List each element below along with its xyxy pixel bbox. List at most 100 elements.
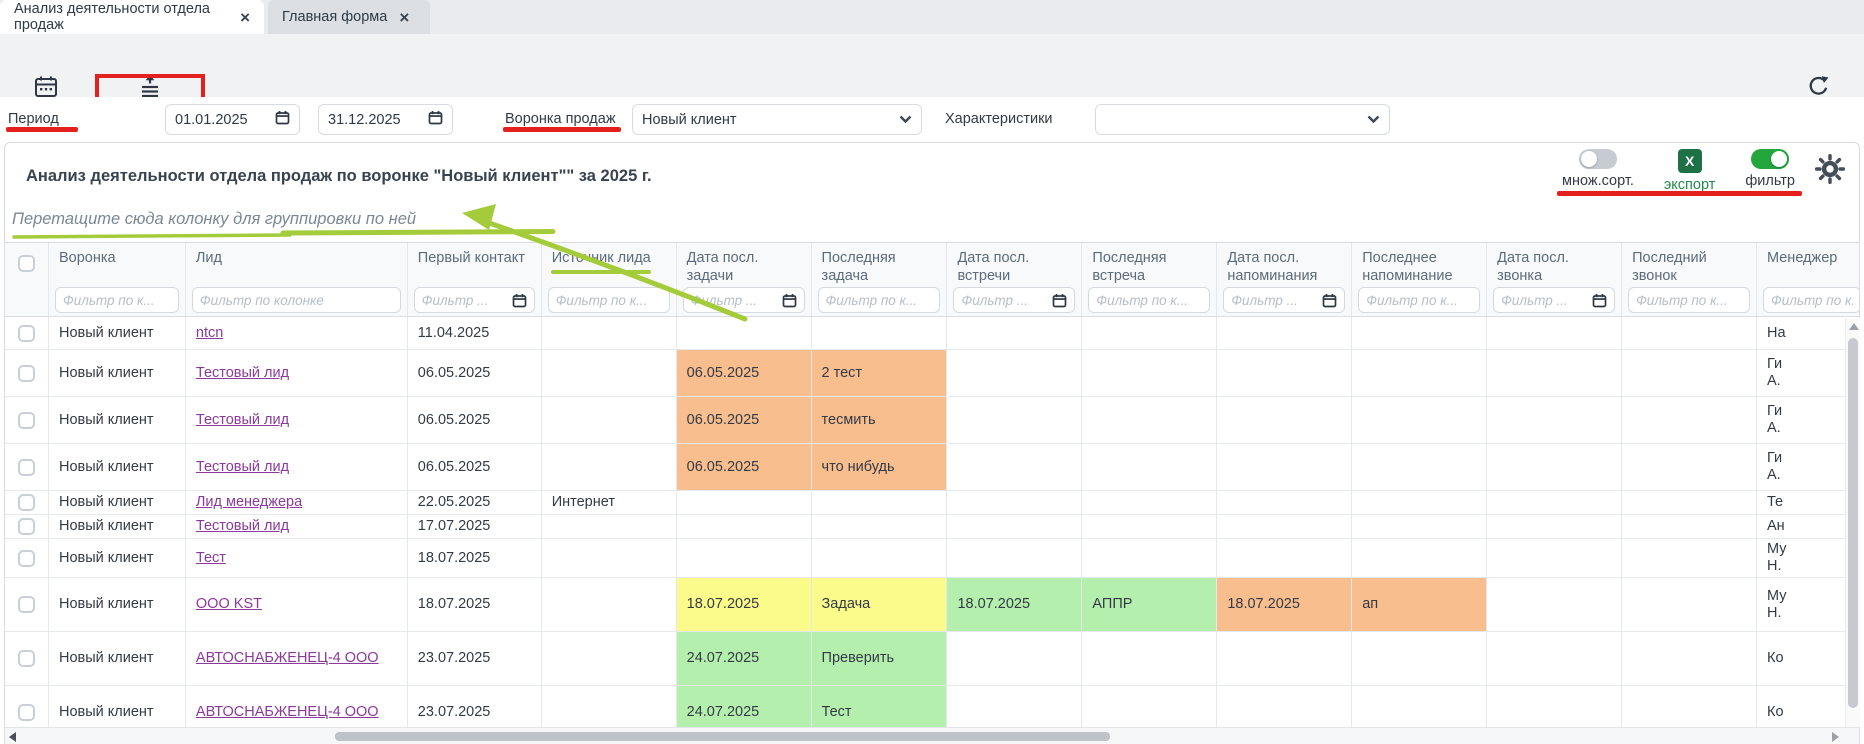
column-header-task[interactable]: Последняя задача <box>812 243 948 284</box>
column-header-meet[interactable]: Последняя встреча <box>1082 243 1218 284</box>
row-checkbox[interactable] <box>17 704 35 721</box>
horizontal-scrollbar[interactable] <box>5 727 1859 744</box>
select-all-checkbox[interactable] <box>17 255 35 272</box>
date-to-value: 31.12.2025 <box>328 111 401 128</box>
cell-value-task: тесмить <box>821 411 876 428</box>
filter-input-manager[interactable]: Фильтр по к... <box>1763 287 1859 313</box>
filter-input-first_contact[interactable]: Фильтр ... <box>413 287 535 313</box>
tab-main-form[interactable]: Главная форма × <box>268 0 430 34</box>
column-header-task_date[interactable]: Дата посл. задачи <box>677 243 812 284</box>
scroll-up-icon[interactable] <box>1849 323 1859 330</box>
filter-input-call[interactable]: Фильтр по к... <box>1628 287 1750 313</box>
tab-sales-analysis[interactable]: Анализ деятельности отдела продаж × <box>0 0 264 34</box>
lead-link[interactable]: Тестовый лид <box>195 518 290 534</box>
filter-input-source[interactable]: Фильтр по к... <box>547 287 670 313</box>
cell-value-funnel: Новый клиент <box>58 494 154 510</box>
gear-icon[interactable] <box>1814 153 1846 190</box>
toggle-on-icon[interactable] <box>1751 149 1790 169</box>
lead-link[interactable]: Тестовый лид <box>195 458 290 475</box>
row-checkbox[interactable] <box>17 364 35 382</box>
cell-value-manager: Ан <box>1767 518 1785 534</box>
refresh-icon <box>1806 74 1831 99</box>
filter-input-meet[interactable]: Фильтр по к... <box>1088 287 1211 313</box>
column-header-funnel[interactable]: Воронка <box>49 243 186 284</box>
filter-input-remind_date[interactable]: Фильтр ... <box>1223 287 1346 313</box>
calendar-icon[interactable] <box>275 110 290 129</box>
row-checkbox[interactable] <box>17 596 35 613</box>
tab-bar: Анализ деятельности отдела продаж × Глав… <box>0 0 1864 34</box>
filter-input-remind[interactable]: Фильтр по к... <box>1358 287 1481 313</box>
filter-toggle-label: фильтр <box>1745 173 1795 189</box>
column-header-label: Дата посл. напоминания <box>1227 250 1318 284</box>
column-header-source[interactable]: Источник лида <box>542 243 677 284</box>
cell-value-funnel: Новый клиент <box>58 518 154 534</box>
scroll-right-icon[interactable] <box>1832 732 1839 742</box>
date-from-value: 01.01.2025 <box>175 111 248 128</box>
row-checkbox[interactable] <box>17 650 35 667</box>
column-header-meet_date[interactable]: Дата посл. встречи <box>947 243 1083 284</box>
column-header-first_contact[interactable]: Первый контакт <box>408 243 542 284</box>
export-button[interactable]: X экспорт <box>1664 149 1715 193</box>
horizontal-scrollbar-thumb[interactable] <box>335 732 1110 741</box>
column-header-remind_date[interactable]: Дата посл. напоминания <box>1217 243 1353 284</box>
row-checkbox[interactable] <box>17 458 35 476</box>
row-checkbox[interactable] <box>17 411 35 429</box>
filter-input-call_date[interactable]: Фильтр ... <box>1493 287 1616 313</box>
lead-link[interactable]: АВТОСНАБЖЕНЕЦ-4 ООО <box>195 704 379 720</box>
close-icon[interactable]: × <box>399 7 410 27</box>
column-header-call_date[interactable]: Дата посл. звонка <box>1487 243 1623 284</box>
filter-toggle[interactable]: фильтр <box>1745 149 1795 189</box>
group-by-dropzone[interactable]: Перетащите сюда колонку для группировки … <box>12 210 416 229</box>
table-row: Новый клиент Тестовый лид 06.05.2025 06.05.… <box>5 444 1859 491</box>
filter-input-meet_date[interactable]: Фильтр ... <box>953 287 1076 313</box>
toggle-off-icon[interactable] <box>1578 149 1617 169</box>
vertical-scrollbar[interactable] <box>1845 318 1860 727</box>
lead-link[interactable]: Тест <box>195 549 226 566</box>
lead-link[interactable]: Тестовый лид <box>195 411 290 428</box>
calendar-icon[interactable] <box>428 110 443 129</box>
cell-value-first_contact: 17.07.2025 <box>417 518 491 534</box>
date-from-input[interactable]: 01.01.2025 <box>165 104 300 135</box>
toolbar: Период Сформировать <box>0 34 1864 131</box>
column-header-call[interactable]: Последний звонок <box>1622 243 1757 284</box>
table-row: Новый клиент ntcn 11.04.2025 На <box>5 317 1859 350</box>
scroll-left-icon[interactable] <box>9 732 16 742</box>
vertical-scrollbar-thumb[interactable] <box>1848 338 1858 708</box>
cell-value-source: Интернет <box>551 494 615 510</box>
characteristics-select[interactable] <box>1095 104 1390 135</box>
row-checkbox[interactable] <box>17 518 35 535</box>
filter-placeholder: Фильтр ... <box>690 292 758 308</box>
row-checkbox[interactable] <box>17 549 35 567</box>
calendar-icon <box>33 74 59 100</box>
cell-value-first_contact: 22.05.2025 <box>417 494 491 510</box>
filter-input-funnel[interactable]: Фильтр по к... <box>54 287 179 313</box>
lead-link[interactable]: АВТОСНАБЖЕНЕЦ-4 ООО <box>195 650 379 666</box>
funnel-filter-label: Воронка продаж <box>505 111 616 127</box>
excel-icon[interactable]: X <box>1677 149 1702 173</box>
green-annotation-underline-source <box>550 270 651 274</box>
filter-input-task_date[interactable]: Фильтр ... <box>682 287 805 313</box>
funnel-select[interactable]: Новый клиент <box>632 104 922 135</box>
lead-link[interactable]: ntcn <box>195 324 224 341</box>
table-row: Новый клиент Тест 18.07.2025 Му Н. <box>5 539 1859 578</box>
date-to-input[interactable]: 31.12.2025 <box>318 104 453 135</box>
table-row: Новый клиент ООО KST 18.07.2025 18.07.2025 З… <box>5 578 1859 632</box>
filter-input-task[interactable]: Фильтр по к... <box>817 287 941 313</box>
close-icon[interactable]: × <box>240 7 250 27</box>
filter-input-lead[interactable]: Фильтр по колонке <box>191 287 401 313</box>
multi-sort-toggle[interactable]: множ.сорт. <box>1562 149 1634 189</box>
column-header-manager[interactable]: Менеджер <box>1757 243 1859 284</box>
lead-link[interactable]: ООО KST <box>195 596 262 612</box>
row-checkbox[interactable] <box>17 494 35 511</box>
filter-placeholder: Фильтр по к... <box>62 292 155 308</box>
column-header-remind[interactable]: Последнее напоминание <box>1352 243 1488 284</box>
table-row: Новый клиент АВТОСНАБЖЕНЕЦ-4 ООО 23.07.202… <box>5 686 1859 727</box>
lead-link[interactable]: Лид менеджера <box>195 494 303 510</box>
lead-link[interactable]: Тестовый лид <box>195 364 290 381</box>
column-header-label: Лид <box>195 250 222 266</box>
row-checkbox[interactable] <box>17 324 35 342</box>
table-row: Новый клиент АВТОСНАБЖЕНЕЦ-4 ООО 23.07.202… <box>5 632 1859 686</box>
column-header-lead[interactable]: Лид <box>186 243 408 284</box>
cell-value-manager: Му Н. <box>1767 541 1787 574</box>
cell-value-manager: Ги А. <box>1767 403 1783 436</box>
